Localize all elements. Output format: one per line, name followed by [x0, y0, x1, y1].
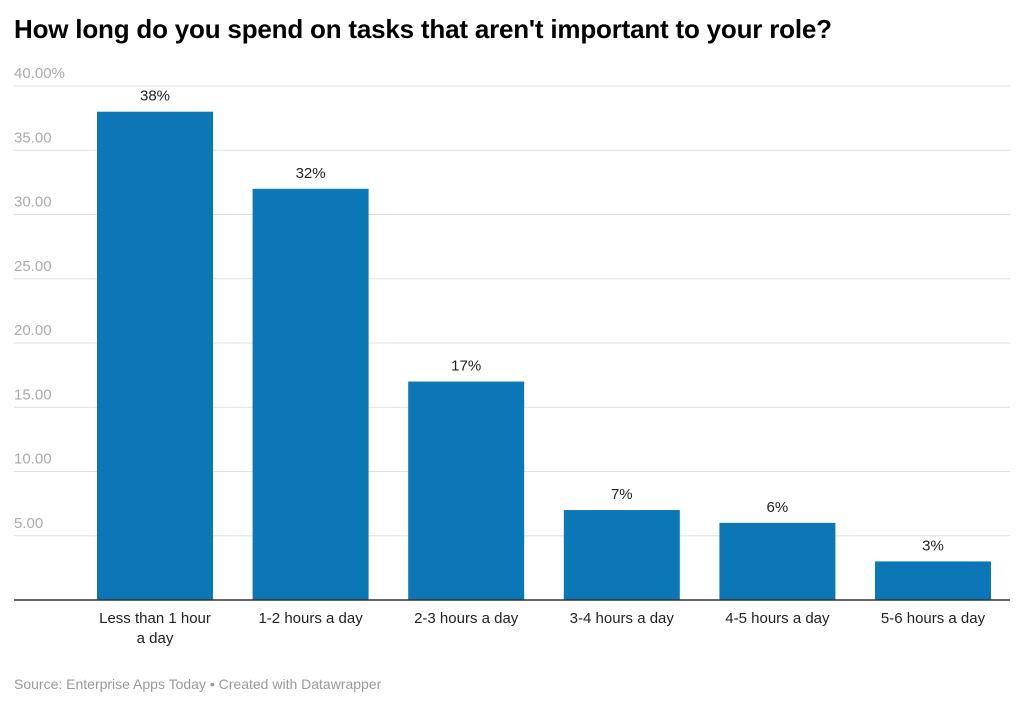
bar: [875, 561, 991, 600]
x-tick-label: 2-3 hours a day: [414, 610, 519, 627]
source-note: Source: Enterprise Apps Today • Created …: [14, 676, 382, 692]
bar: [408, 381, 525, 600]
y-tick-label: 40.00%: [14, 65, 65, 82]
data-label: 6%: [767, 499, 789, 516]
chart-title: How long do you spend on tasks that aren…: [14, 14, 832, 44]
data-label: 17%: [451, 358, 481, 375]
y-tick-label: 15.00: [14, 386, 52, 403]
data-label: 38%: [140, 88, 170, 105]
bar: [97, 111, 213, 600]
bar: [252, 188, 369, 601]
y-tick-label: 25.00: [14, 258, 52, 275]
y-tick-label: 5.00: [14, 515, 43, 532]
y-tick-label: 20.00: [14, 322, 52, 339]
x-tick-label: Less than 1 hour a day: [99, 610, 211, 647]
data-label: 7%: [611, 486, 633, 503]
bar: [719, 522, 836, 600]
x-tick-label: 1-2 hours a day: [258, 610, 363, 627]
y-tick-label: 10.00: [14, 451, 52, 468]
x-tick-label: 5-6 hours a day: [881, 610, 986, 627]
data-label: 32%: [296, 165, 326, 182]
x-tick-label: 4-5 hours a day: [725, 610, 830, 627]
data-label: 3%: [922, 537, 944, 554]
y-tick-label: 35.00: [14, 129, 52, 146]
y-tick-label: 30.00: [14, 194, 52, 211]
x-tick-label: 3-4 hours a day: [570, 610, 675, 627]
bar: [563, 510, 680, 600]
